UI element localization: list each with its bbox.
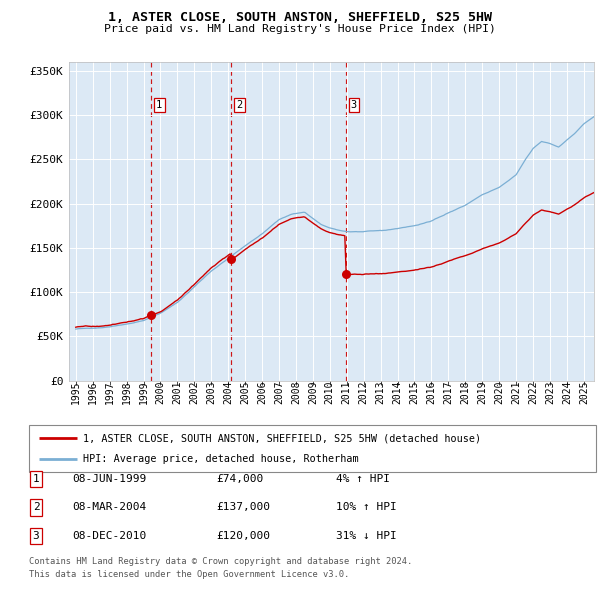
Text: Price paid vs. HM Land Registry's House Price Index (HPI): Price paid vs. HM Land Registry's House … (104, 24, 496, 34)
Text: 4% ↑ HPI: 4% ↑ HPI (336, 474, 390, 484)
Text: 2017: 2017 (443, 381, 454, 404)
Text: 1999: 1999 (139, 381, 149, 404)
Text: 3: 3 (351, 100, 357, 110)
Text: 2006: 2006 (257, 381, 267, 404)
Text: 2004: 2004 (223, 381, 233, 404)
Text: 2002: 2002 (190, 381, 199, 404)
Text: 2005: 2005 (240, 381, 250, 404)
Text: 2024: 2024 (562, 381, 572, 404)
Text: 08-DEC-2010: 08-DEC-2010 (72, 531, 146, 540)
Text: £120,000: £120,000 (216, 531, 270, 540)
Text: 2014: 2014 (392, 381, 403, 404)
Text: 1997: 1997 (104, 381, 115, 404)
Text: 10% ↑ HPI: 10% ↑ HPI (336, 503, 397, 512)
Text: 2009: 2009 (308, 381, 318, 404)
Text: 2015: 2015 (409, 381, 419, 404)
Text: 1, ASTER CLOSE, SOUTH ANSTON, SHEFFIELD, S25 5HW (detached house): 1, ASTER CLOSE, SOUTH ANSTON, SHEFFIELD,… (83, 433, 481, 443)
Text: 2019: 2019 (477, 381, 487, 404)
Text: 2025: 2025 (579, 381, 589, 404)
Text: £74,000: £74,000 (216, 474, 263, 484)
Text: 2023: 2023 (545, 381, 555, 404)
Text: 1, ASTER CLOSE, SOUTH ANSTON, SHEFFIELD, S25 5HW: 1, ASTER CLOSE, SOUTH ANSTON, SHEFFIELD,… (108, 11, 492, 24)
Text: 1995: 1995 (71, 381, 81, 404)
Text: 2: 2 (32, 503, 40, 512)
Text: 2007: 2007 (274, 381, 284, 404)
Text: 2020: 2020 (494, 381, 504, 404)
Text: 1996: 1996 (88, 381, 98, 404)
Text: 1998: 1998 (122, 381, 131, 404)
Text: 2: 2 (236, 100, 243, 110)
Text: 2000: 2000 (155, 381, 166, 404)
Text: This data is licensed under the Open Government Licence v3.0.: This data is licensed under the Open Gov… (29, 571, 349, 579)
Text: 2011: 2011 (342, 381, 352, 404)
Text: 31% ↓ HPI: 31% ↓ HPI (336, 531, 397, 540)
Text: 08-JUN-1999: 08-JUN-1999 (72, 474, 146, 484)
Text: 2021: 2021 (511, 381, 521, 404)
Text: 2010: 2010 (325, 381, 335, 404)
Text: 08-MAR-2004: 08-MAR-2004 (72, 503, 146, 512)
Text: 2012: 2012 (359, 381, 368, 404)
Text: 2016: 2016 (427, 381, 436, 404)
Text: Contains HM Land Registry data © Crown copyright and database right 2024.: Contains HM Land Registry data © Crown c… (29, 558, 412, 566)
Text: HPI: Average price, detached house, Rotherham: HPI: Average price, detached house, Roth… (83, 454, 358, 464)
Text: £137,000: £137,000 (216, 503, 270, 512)
Text: 3: 3 (32, 531, 40, 540)
Text: 2008: 2008 (291, 381, 301, 404)
Text: 2022: 2022 (528, 381, 538, 404)
Text: 1: 1 (32, 474, 40, 484)
Text: 2001: 2001 (172, 381, 182, 404)
Text: 2003: 2003 (206, 381, 216, 404)
Text: 2018: 2018 (460, 381, 470, 404)
Text: 2013: 2013 (376, 381, 386, 404)
Text: 1: 1 (156, 100, 162, 110)
